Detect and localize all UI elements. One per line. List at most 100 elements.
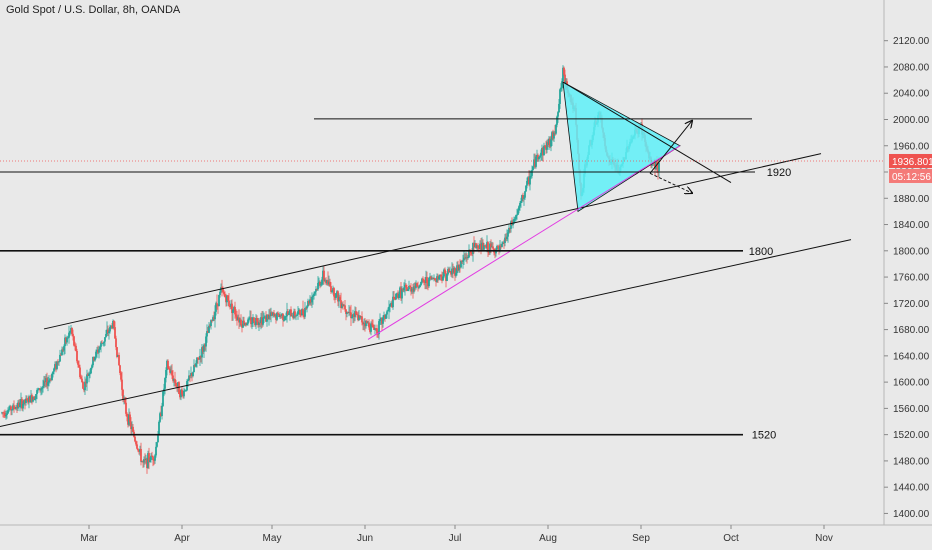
candle-body: [143, 459, 145, 463]
candle-body: [48, 380, 50, 383]
candle-body: [460, 260, 462, 268]
candle-body: [190, 373, 192, 376]
candle-body: [291, 315, 293, 317]
candle-body: [557, 112, 559, 117]
candle-body: [409, 286, 411, 287]
candle-body: [264, 316, 266, 318]
candle-body: [243, 320, 245, 325]
candle-body: [334, 296, 336, 298]
candle-body: [33, 397, 35, 400]
candle-body: [383, 315, 385, 318]
breakdown-arrow[interactable]: [649, 172, 692, 193]
candle-body: [519, 203, 521, 207]
candle-body: [468, 249, 470, 258]
candle-body: [382, 317, 384, 324]
candle-body: [242, 320, 244, 328]
breakout-up-arrow[interactable]: [649, 121, 692, 174]
candle-body: [96, 349, 98, 352]
candle-body: [402, 289, 404, 291]
upper-channel-line[interactable]: [43, 153, 822, 330]
candle-body: [87, 374, 89, 376]
candle-body: [257, 321, 259, 326]
candle-body: [290, 309, 292, 317]
candle-body: [216, 303, 218, 305]
triangle-upper-line[interactable]: [562, 81, 732, 183]
candle-body: [27, 399, 29, 403]
candle-body: [369, 327, 371, 332]
candle-body: [287, 311, 289, 315]
candle-body: [117, 354, 119, 357]
candle-body: [165, 370, 167, 379]
candle-body: [29, 396, 31, 403]
candle-body: [207, 331, 209, 333]
candle-body: [426, 277, 428, 283]
support-trendline[interactable]: [367, 145, 681, 340]
candle-body: [73, 336, 75, 346]
candle-body: [438, 276, 440, 280]
candle-body: [12, 405, 14, 410]
candle-body: [323, 270, 325, 281]
candle-body: [513, 219, 515, 224]
candle-body: [218, 295, 220, 307]
candle-body: [401, 289, 403, 299]
candle-body: [319, 281, 321, 286]
candle-body: [151, 455, 153, 457]
candle-body: [436, 276, 438, 282]
x-tick-label: Oct: [723, 533, 739, 544]
candle-body: [336, 291, 338, 294]
candle-body: [399, 287, 401, 295]
candle-body: [454, 268, 456, 276]
candle-body: [239, 319, 241, 323]
y-tick-label: 1640.00: [893, 351, 930, 362]
y-tick-label: 1720.00: [893, 299, 930, 310]
candle-body: [406, 287, 408, 291]
candle-body: [40, 389, 42, 391]
candle-body: [3, 412, 5, 414]
candle-body: [502, 242, 504, 244]
candle-body: [141, 461, 143, 463]
candle-body: [555, 124, 557, 134]
candle-body: [508, 227, 510, 233]
current-price-value: 1936.801: [892, 157, 932, 168]
x-tick-label: Sep: [632, 533, 650, 544]
candle-body: [327, 280, 329, 285]
candle-body: [60, 354, 62, 356]
y-tick-label: 1800.00: [893, 246, 930, 257]
candle-body: [464, 257, 466, 259]
candle-body: [494, 252, 496, 254]
candle-body: [6, 413, 8, 415]
candle-body: [335, 293, 337, 298]
candle-body: [93, 357, 95, 361]
candle-body: [444, 269, 446, 274]
candle-body: [461, 260, 463, 262]
candle-body: [20, 399, 22, 403]
candle-body: [550, 139, 552, 147]
candle-body: [78, 364, 80, 368]
candle-body: [437, 276, 439, 280]
candle-body: [97, 349, 99, 353]
candle-body: [344, 305, 346, 310]
candle-body: [285, 316, 287, 318]
candle-body: [15, 406, 17, 409]
candle-body: [272, 312, 274, 316]
level-label-1800: 1800: [749, 246, 773, 258]
candle-body: [378, 321, 380, 335]
candle-body: [324, 280, 326, 281]
symmetrical-triangle[interactable]: [562, 81, 681, 213]
candle-body: [507, 232, 509, 237]
candle-body: [125, 402, 127, 414]
candle-body: [175, 382, 177, 387]
x-tick-label: Nov: [815, 533, 833, 544]
price-badge: 1936.801 05:12:56: [889, 153, 932, 183]
candle-body: [563, 67, 565, 75]
candle-body: [315, 288, 317, 292]
lower-channel-line[interactable]: [0, 239, 852, 431]
candle-body: [549, 138, 551, 147]
candle-body: [478, 248, 480, 250]
candle-body: [314, 291, 316, 294]
candle-body: [322, 270, 324, 280]
candle-body: [496, 246, 498, 250]
candle-body: [559, 89, 561, 104]
